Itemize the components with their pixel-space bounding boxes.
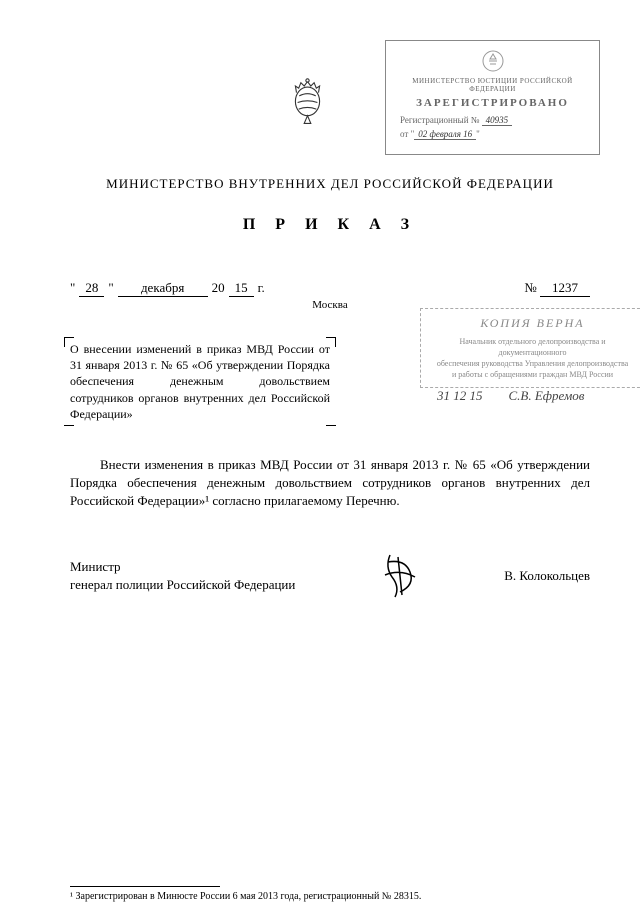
stamp-reg-no: Регистрационный № 40935 <box>392 115 593 125</box>
copy-stamp-date: 31 12 15 <box>437 388 483 403</box>
signer-name: В. Колокольцев <box>504 568 590 584</box>
copy-stamp-signer: С.В. Ефремов <box>509 388 585 403</box>
copy-verified-stamp: КОПИЯ ВЕРНА Начальник отдельного делопро… <box>420 308 640 388</box>
signature-icon <box>370 547 430 606</box>
stamp-regno-label: Регистрационный № <box>400 115 479 125</box>
signer-title: Министр генерал полиции Российской Федер… <box>70 558 295 594</box>
stamp-from-label: от <box>400 129 408 139</box>
order-title: П Р И К А З <box>70 216 590 234</box>
header-area: МИНИСТЕРСТВО ЮСТИЦИИ РОССИЙСКОЙ ФЕДЕРАЦИ… <box>70 40 590 170</box>
subject-block: О внесении изменений в приказ МВД России… <box>70 341 330 422</box>
copy-stamp-line1: Начальник отдельного делопроизводства и … <box>427 336 638 358</box>
signer-title2: генерал полиции Российской Федерации <box>70 576 295 594</box>
date-year-suffix: г. <box>258 280 265 296</box>
subject-text: О внесении изменений в приказ МВД России… <box>70 342 330 421</box>
date-year: 15 <box>229 280 254 297</box>
national-emblem-icon <box>280 75 335 130</box>
signer-title1: Министр <box>70 558 295 576</box>
copy-stamp-bottom: 31 12 15 С.В. Ефремов <box>427 387 638 405</box>
registration-stamp: МИНИСТЕРСТВО ЮСТИЦИИ РОССИЙСКОЙ ФЕДЕРАЦИ… <box>385 40 600 155</box>
footnote-rule <box>70 886 220 887</box>
body-text: Внести изменения в приказ МВД России от … <box>70 456 590 511</box>
stamp-from-date: 02 февраля 16 <box>414 129 476 140</box>
stamp-regno-value: 40935 <box>482 115 513 126</box>
date-left: "28" декабря 2015 г. <box>70 280 265 297</box>
date-month: декабря <box>118 280 208 297</box>
copy-stamp-title: КОПИЯ ВЕРНА <box>427 315 638 332</box>
footnote: ¹ Зарегистрирован в Минюсте России 6 мая… <box>70 891 590 902</box>
date-row: "28" декабря 2015 г. № 1237 <box>70 280 590 297</box>
stamp-date: от "02 февраля 16" <box>392 129 593 139</box>
number-label: № <box>524 280 536 295</box>
date-day: 28 <box>79 280 104 297</box>
order-number: № 1237 <box>524 280 590 297</box>
signature-row: Министр генерал полиции Российской Федер… <box>70 547 590 606</box>
copy-stamp-line2: обеспечения руководства Управления делоп… <box>427 358 638 369</box>
stamp-registered: ЗАРЕГИСТРИРОВАНО <box>392 97 593 109</box>
date-year-prefix: 20 <box>212 280 225 296</box>
ministry-name: МИНИСТЕРСТВО ВНУТРЕННИХ ДЕЛ РОССИЙСКОЙ Ф… <box>70 176 590 192</box>
stamp-emblem-icon <box>481 49 505 73</box>
copy-stamp-line3: и работы с обращениями граждан МВД Росси… <box>427 369 638 380</box>
stamp-ministry: МИНИСТЕРСТВО ЮСТИЦИИ РОССИЙСКОЙ ФЕДЕРАЦИ… <box>392 77 593 93</box>
number-value: 1237 <box>540 280 590 297</box>
